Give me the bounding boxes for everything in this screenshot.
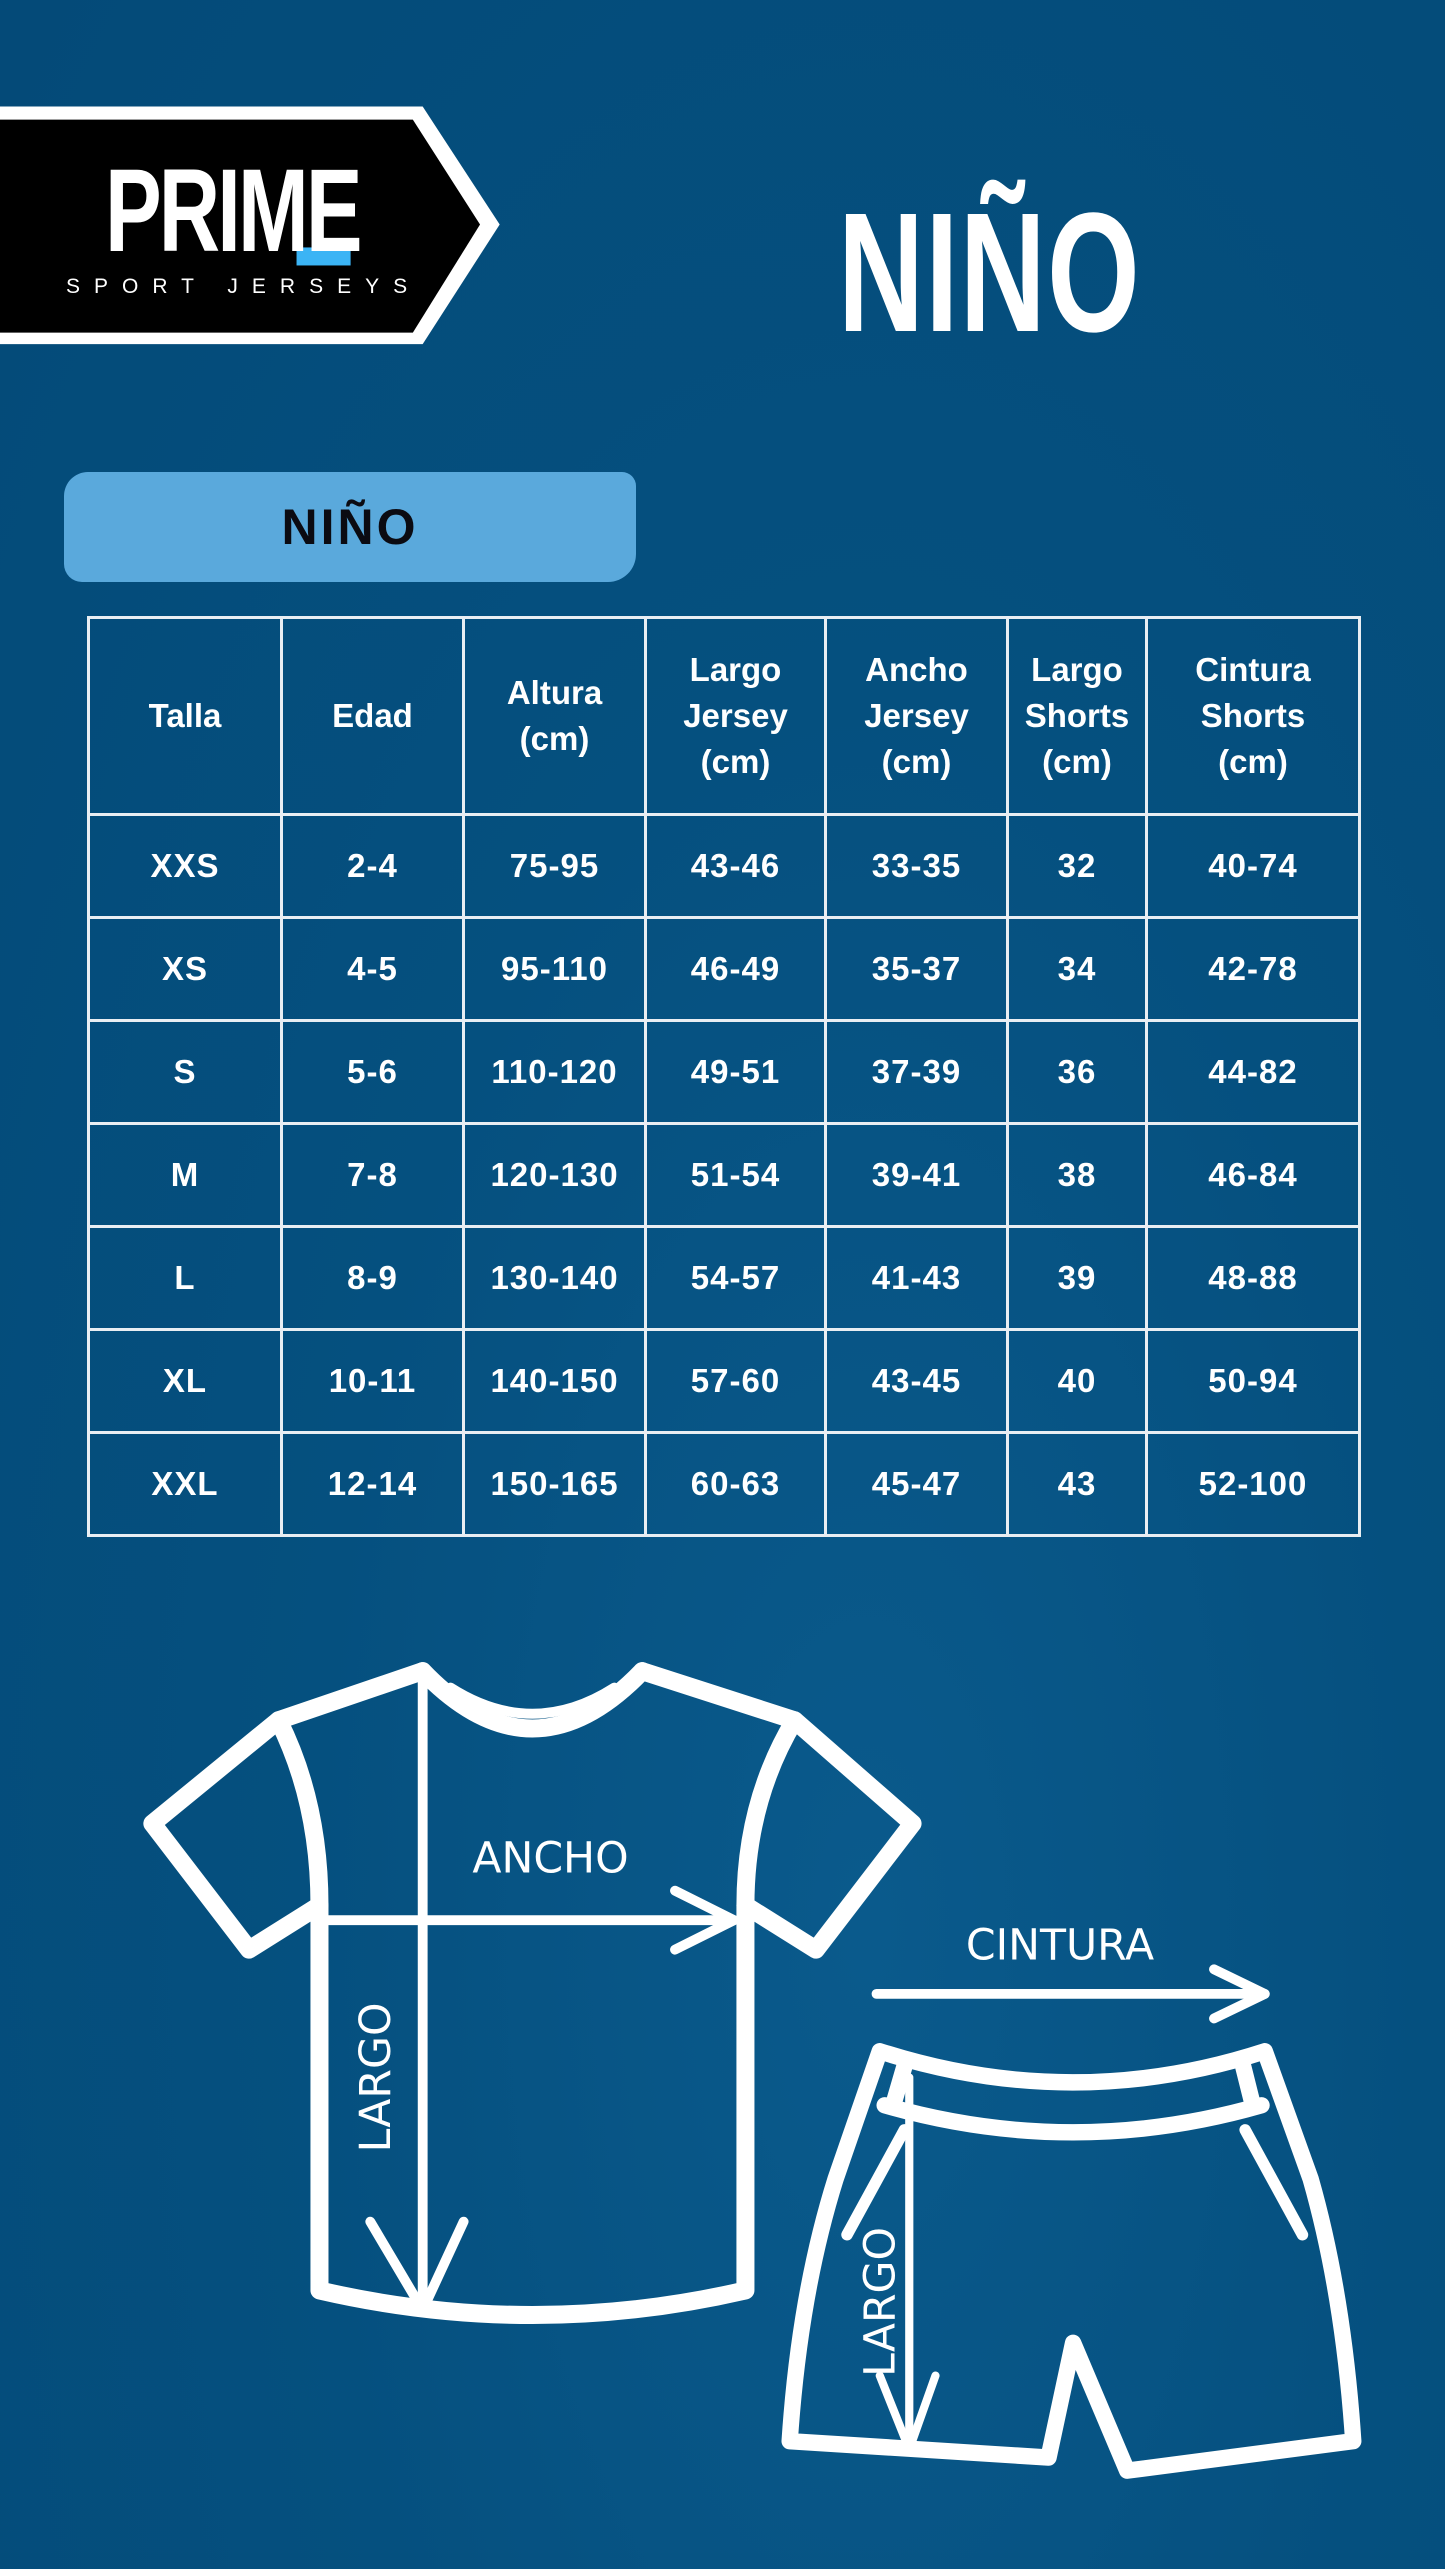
column-header: Largo Jersey (cm) xyxy=(644,616,827,816)
table-row: S 5-6 110-120 49-51 37-39 36 44-82 xyxy=(87,1019,1361,1125)
table-cell: 40 xyxy=(1006,1328,1148,1434)
table-cell: 51-54 xyxy=(644,1122,827,1228)
column-header-line: Altura xyxy=(506,674,603,711)
column-header-line: Shorts xyxy=(1024,697,1130,734)
table-cell: 2-4 xyxy=(280,813,465,919)
page-title: NIÑO xyxy=(838,178,1142,368)
logo-accent-bar xyxy=(296,247,351,266)
table-cell: 140-150 xyxy=(462,1328,647,1434)
table-cell: 42-78 xyxy=(1145,916,1361,1022)
column-header-line: (cm) xyxy=(881,743,952,780)
shorts-waist-arrow xyxy=(871,1964,1270,2024)
column-header-line: (cm) xyxy=(519,720,590,757)
table-cell: 95-110 xyxy=(462,916,647,1022)
column-header-line: Jersey xyxy=(864,697,969,734)
table-cell: 110-120 xyxy=(462,1019,647,1125)
table-row: XXS 2-4 75-95 43-46 33-35 32 40-74 xyxy=(87,813,1361,919)
column-header-line: Cintura xyxy=(1195,651,1311,688)
table-cell: 8-9 xyxy=(280,1225,465,1331)
column-header-line: Edad xyxy=(332,697,413,734)
shorts-waist-label: CINTURA xyxy=(966,1920,1154,1970)
logo-tagline: SPORT JERSEYS xyxy=(66,275,422,298)
shorts-length-label: LARGO xyxy=(856,2227,906,2377)
jersey-width-label: ANCHO xyxy=(472,1834,628,1884)
table-cell: 32 xyxy=(1006,813,1148,919)
table-cell: 48-88 xyxy=(1145,1225,1361,1331)
column-header-line: Shorts xyxy=(1200,697,1306,734)
jersey-length-label: LARGO xyxy=(351,2002,401,2152)
table-cell: 35-37 xyxy=(824,916,1009,1022)
table-cell: 5-6 xyxy=(280,1019,465,1125)
table-cell: 46-49 xyxy=(644,916,827,1022)
size-table: Talla Edad Altura (cm) Largo Jersey (cm) Ancho J… xyxy=(87,616,1361,1537)
table-cell: XXS xyxy=(87,813,283,919)
table-cell: XXL xyxy=(87,1431,283,1537)
table-cell: 45-47 xyxy=(824,1431,1009,1537)
column-header: Cintura Shorts (cm) xyxy=(1145,616,1361,816)
table-row: L 8-9 130-140 54-57 41-43 39 48-88 xyxy=(87,1225,1361,1331)
column-header-line: (cm) xyxy=(700,743,771,780)
table-cell: 49-51 xyxy=(644,1019,827,1125)
table-cell: M xyxy=(87,1122,283,1228)
table-cell: 130-140 xyxy=(462,1225,647,1331)
shorts-icon xyxy=(781,2043,1362,2479)
table-cell: 50-94 xyxy=(1145,1328,1361,1434)
table-cell: 120-130 xyxy=(462,1122,647,1228)
table-cell: 57-60 xyxy=(644,1328,827,1434)
table-row: XXL 12-14 150-165 60-63 45-47 43 52-100 xyxy=(87,1431,1361,1537)
table-row: XS 4-5 95-110 46-49 35-37 34 42-78 xyxy=(87,916,1361,1022)
table-cell: 43-46 xyxy=(644,813,827,919)
table-cell: 43 xyxy=(1006,1431,1148,1537)
shorts-length-arrow xyxy=(875,2073,940,2454)
table-cell: 39 xyxy=(1006,1225,1148,1331)
table-cell: XS xyxy=(87,916,283,1022)
column-header-line: Jersey xyxy=(683,697,788,734)
table-cell: 150-165 xyxy=(462,1431,647,1537)
jersey-icon xyxy=(143,1662,922,2324)
table-cell: 4-5 xyxy=(280,916,465,1022)
column-header-line: Talla xyxy=(148,697,222,734)
column-header: Ancho Jersey (cm) xyxy=(824,616,1009,816)
table-cell: 36 xyxy=(1006,1019,1148,1125)
logo-wordmark: PRIME xyxy=(105,145,363,277)
table-cell: 46-84 xyxy=(1145,1122,1361,1228)
table-cell: 10-11 xyxy=(280,1328,465,1434)
table-row: M 7-8 120-130 51-54 39-41 38 46-84 xyxy=(87,1122,1361,1228)
table-cell: 33-35 xyxy=(824,813,1009,919)
column-header-line: Ancho xyxy=(865,651,968,688)
column-header-line: Largo xyxy=(1031,651,1123,688)
column-header: Talla xyxy=(87,616,283,816)
table-header-row: Talla Edad Altura (cm) Largo Jersey (cm) Ancho J… xyxy=(87,616,1361,816)
table-cell: 54-57 xyxy=(644,1225,827,1331)
table-cell: 7-8 xyxy=(280,1122,465,1228)
table-cell: 38 xyxy=(1006,1122,1148,1228)
table-cell: XL xyxy=(87,1328,283,1434)
table-cell: 41-43 xyxy=(824,1225,1009,1331)
table-cell: 12-14 xyxy=(280,1431,465,1537)
column-header: Edad xyxy=(280,616,465,816)
table-cell: 75-95 xyxy=(462,813,647,919)
table-cell: S xyxy=(87,1019,283,1125)
table-cell: 40-74 xyxy=(1145,813,1361,919)
table-cell: 43-45 xyxy=(824,1328,1009,1434)
table-cell: L xyxy=(87,1225,283,1331)
column-header-line: Largo xyxy=(689,651,782,688)
table-row: XL 10-11 140-150 57-60 43-45 40 50-94 xyxy=(87,1328,1361,1434)
column-header-line: (cm) xyxy=(1218,743,1288,780)
table-cell: 60-63 xyxy=(644,1431,827,1537)
column-header: Largo Shorts (cm) xyxy=(1006,616,1148,816)
table-cell: 44-82 xyxy=(1145,1019,1361,1125)
table-cell: 37-39 xyxy=(824,1019,1009,1125)
column-header-line: (cm) xyxy=(1042,743,1112,780)
section-label-text: NIÑO xyxy=(281,499,419,555)
column-header: Altura (cm) xyxy=(462,616,647,816)
jersey-length-arrow xyxy=(365,1674,469,2316)
jersey-width-arrow xyxy=(314,1885,739,1955)
section-label: NIÑO xyxy=(64,472,636,582)
table-cell: 34 xyxy=(1006,916,1148,1022)
table-cell: 39-41 xyxy=(824,1122,1009,1228)
table-cell: 52-100 xyxy=(1145,1431,1361,1537)
